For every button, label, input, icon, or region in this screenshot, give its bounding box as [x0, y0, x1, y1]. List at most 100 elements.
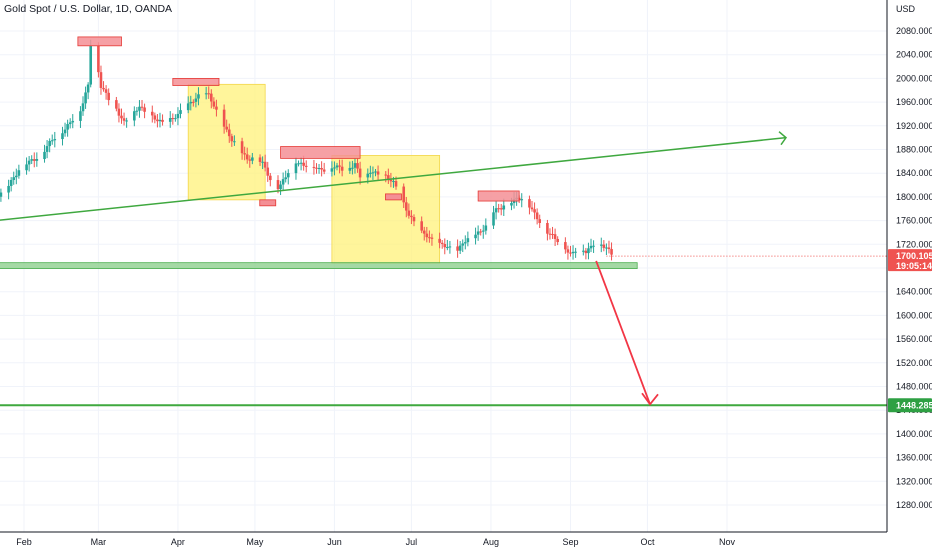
candle-down — [102, 87, 105, 90]
price-tick-label: 2040.000 — [896, 50, 932, 60]
candle-down — [387, 175, 390, 180]
price-tick-label: 1760.000 — [896, 216, 932, 226]
candle-up — [520, 199, 524, 201]
candle-down — [140, 106, 144, 108]
low-marker — [259, 199, 277, 207]
highlight-zone — [187, 83, 266, 201]
candle-up — [279, 184, 282, 190]
time-tick-label: Aug — [483, 537, 499, 547]
candle-up — [494, 208, 498, 213]
time-tick-label: Apr — [171, 537, 185, 547]
candle-down — [245, 154, 249, 160]
candle-down — [425, 233, 429, 238]
current-price-value: 1700.105 — [896, 251, 932, 261]
candle-up — [86, 84, 90, 93]
candle-up — [71, 120, 75, 123]
price-tick-label: 1480.000 — [896, 382, 932, 392]
candle-down — [225, 126, 228, 130]
target-price-badge — [888, 398, 932, 413]
candle-down — [263, 161, 267, 168]
price-tick-label: 2000.000 — [896, 73, 932, 83]
candle-up — [125, 120, 128, 122]
candle-down — [115, 100, 118, 109]
candle-up — [174, 118, 177, 120]
candle-down — [99, 72, 103, 88]
candle-down — [243, 153, 246, 155]
candle-up — [351, 167, 354, 169]
candle-up — [261, 161, 264, 163]
price-tick-label: 1920.000 — [896, 121, 932, 131]
candle-up — [592, 245, 595, 247]
resistance-box — [477, 190, 520, 202]
candle-up — [50, 140, 54, 142]
candle-down — [143, 107, 146, 112]
candle-down — [410, 215, 413, 218]
time-tick-label: Jul — [406, 537, 418, 547]
candle-up — [492, 212, 495, 226]
candle-up — [35, 159, 39, 161]
candle-up — [605, 247, 608, 249]
candle-up — [204, 93, 208, 95]
candle-up — [27, 160, 31, 165]
time-tick-label: Nov — [719, 537, 736, 547]
candle-up — [135, 110, 139, 112]
candle-up — [353, 163, 357, 168]
candle-down — [269, 175, 272, 181]
price-tick-label: 1720.000 — [896, 239, 932, 249]
candle-down — [340, 166, 344, 171]
candle-down — [276, 180, 280, 190]
candle-down — [428, 237, 431, 239]
candle-down — [533, 209, 536, 213]
candle-up — [0, 192, 3, 197]
candle-down — [192, 101, 195, 103]
bar-countdown: 19:05:14 — [896, 261, 932, 271]
price-tick-label: 2080.000 — [896, 26, 932, 36]
candle-down — [156, 119, 159, 122]
candle-down — [222, 109, 226, 127]
candle-up — [317, 168, 321, 170]
time-tick-label: Jun — [327, 537, 342, 547]
price-tick-label: 1560.000 — [896, 334, 932, 344]
price-tick-label: 1320.000 — [896, 476, 932, 486]
support-zone — [0, 262, 638, 269]
candle-down — [320, 168, 323, 170]
candle-up — [476, 231, 480, 235]
candle-down — [556, 238, 559, 243]
candle-down — [171, 118, 175, 120]
candle-down — [32, 159, 36, 161]
candle-up — [79, 111, 82, 121]
candle-down — [546, 223, 549, 234]
candle-up — [481, 230, 485, 232]
candle-up — [369, 172, 372, 174]
annotation-overlays — [0, 36, 887, 407]
candle-up — [7, 185, 10, 193]
candle-up — [366, 173, 370, 178]
candle-down — [566, 249, 570, 253]
candle-down — [548, 233, 552, 235]
candle-up — [448, 246, 452, 248]
price-tick-label: 1960.000 — [896, 97, 932, 107]
candle-down — [440, 242, 444, 244]
projection-arrow — [595, 260, 651, 405]
candle-up — [392, 181, 395, 183]
price-tick-label: 1400.000 — [896, 429, 932, 439]
candle-up — [25, 164, 28, 171]
candle-down — [150, 111, 154, 116]
candle-up — [474, 234, 477, 239]
candle-up — [574, 251, 577, 253]
candle-up — [281, 179, 285, 185]
candle-up — [9, 179, 13, 186]
candle-up — [17, 170, 21, 176]
time-tick-label: Sep — [562, 537, 578, 547]
candle-up — [371, 172, 375, 174]
currency-label: USD — [896, 4, 916, 14]
candle-up — [61, 133, 64, 140]
candle-down — [97, 45, 100, 73]
time-axis: Feb Mar Apr May Jun Jul Aug Sep Oct Nov — [0, 531, 887, 547]
candle-down — [207, 93, 211, 95]
price-tick-label: 1800.000 — [896, 192, 932, 202]
candle-down — [602, 244, 606, 248]
candle-up — [189, 101, 193, 104]
